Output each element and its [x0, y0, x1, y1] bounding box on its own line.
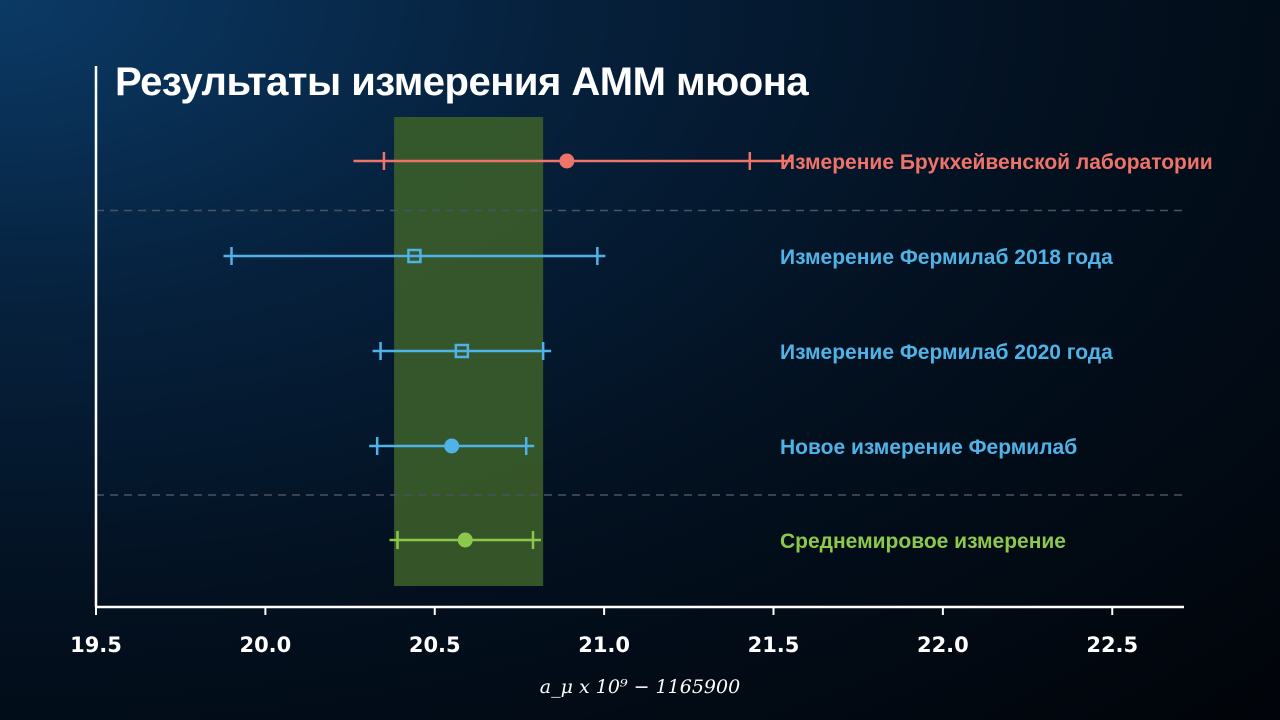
- chart-title: Результаты измерения АММ мюона: [115, 60, 809, 104]
- x-tick-label: 19.5: [70, 633, 122, 657]
- series-label: Среднемировое измерение: [780, 530, 1066, 553]
- data-point: [457, 532, 473, 548]
- data-point: [559, 153, 575, 169]
- x-tick-label: 22.5: [1086, 633, 1138, 657]
- x-tick-label: 21.0: [578, 633, 630, 657]
- series-label: Измерение Брукхейвенской лаборатории: [780, 151, 1213, 174]
- x-tick-label: 21.5: [748, 633, 800, 657]
- x-tick-label: 20.5: [409, 633, 461, 657]
- data-point: [444, 438, 460, 454]
- series-label: Измерение Фермилаб 2018 года: [780, 246, 1113, 269]
- x-axis-label: a_μ x 10⁹ − 1165900: [540, 676, 740, 698]
- data-point: [454, 343, 470, 359]
- data-point: [407, 248, 422, 264]
- x-tick-label: 22.0: [917, 633, 969, 657]
- series-label: Новое измерение Фермилаб: [780, 436, 1077, 459]
- x-tick-label: 20.0: [239, 633, 291, 657]
- series-label: Измерение Фермилаб 2020 года: [780, 341, 1113, 364]
